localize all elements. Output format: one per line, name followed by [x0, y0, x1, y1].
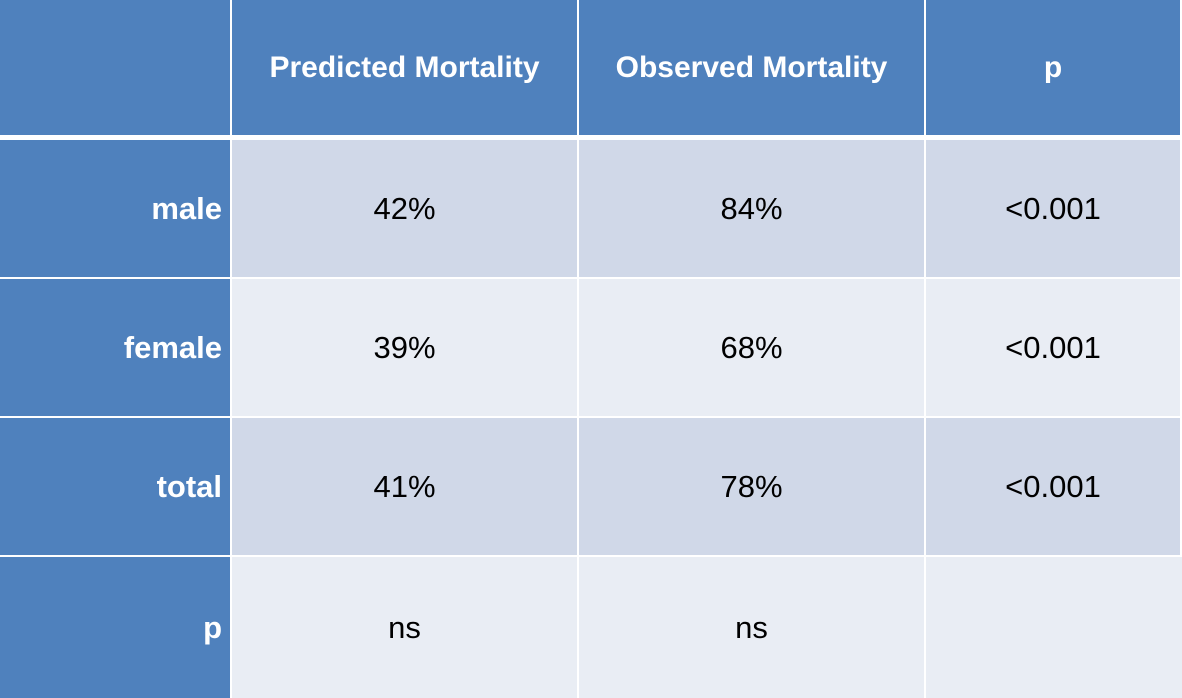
header-p: p	[926, 0, 1182, 140]
cell-p-predicted: ns	[232, 557, 579, 698]
cell-p-p	[926, 557, 1182, 698]
cell-total-p: <0.001	[926, 418, 1182, 557]
header-corner	[0, 0, 232, 140]
header-observed-mortality: Observed Mortality	[579, 0, 926, 140]
cell-total-predicted: 41%	[232, 418, 579, 557]
cell-p-observed: ns	[579, 557, 926, 698]
row-label-female: female	[0, 279, 232, 418]
cell-male-observed: 84%	[579, 140, 926, 279]
cell-total-observed: 78%	[579, 418, 926, 557]
row-label-male: male	[0, 140, 232, 279]
cell-male-p: <0.001	[926, 140, 1182, 279]
row-label-p: p	[0, 557, 232, 698]
cell-female-predicted: 39%	[232, 279, 579, 418]
cell-female-observed: 68%	[579, 279, 926, 418]
cell-male-predicted: 42%	[232, 140, 579, 279]
row-label-total: total	[0, 418, 232, 557]
cell-female-p: <0.001	[926, 279, 1182, 418]
header-predicted-mortality: Predicted Mortality	[232, 0, 579, 140]
